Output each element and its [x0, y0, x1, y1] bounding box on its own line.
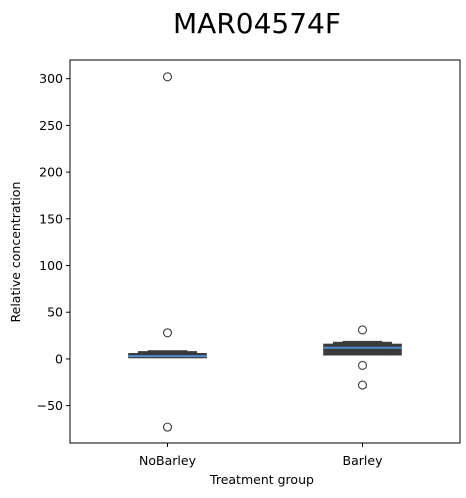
y-tick-label: −50	[37, 398, 63, 413]
outlier-point	[357, 360, 368, 371]
x-axis-label: Treatment group	[209, 472, 314, 487]
outlier-point	[357, 380, 368, 390]
y-axis-label: Relative concentration	[8, 182, 23, 323]
x-tick-label: Barley	[343, 453, 384, 468]
y-tick-label: 50	[47, 305, 63, 320]
outlier-point	[357, 325, 368, 335]
y-tick-label: 300	[39, 71, 63, 86]
y-tick-label: 100	[39, 258, 63, 273]
plot-frame	[69, 59, 461, 444]
x-axis: NoBarley Barley	[139, 443, 383, 468]
chart-title: MAR04574F	[173, 7, 341, 40]
y-tick-label: 150	[39, 211, 63, 226]
x-tick-label: NoBarley	[139, 453, 197, 468]
boxen-box	[342, 340, 383, 352]
outlier-point	[162, 328, 173, 338]
plot-marks	[128, 72, 402, 432]
y-tick-label: 250	[39, 118, 63, 133]
outlier-point	[162, 422, 173, 432]
y-tick-label: 0	[55, 351, 63, 366]
outlier-point	[162, 72, 173, 82]
y-tick-label: 200	[39, 165, 63, 180]
y-axis: −50 0 50 100 150 200 250 300	[37, 71, 70, 413]
